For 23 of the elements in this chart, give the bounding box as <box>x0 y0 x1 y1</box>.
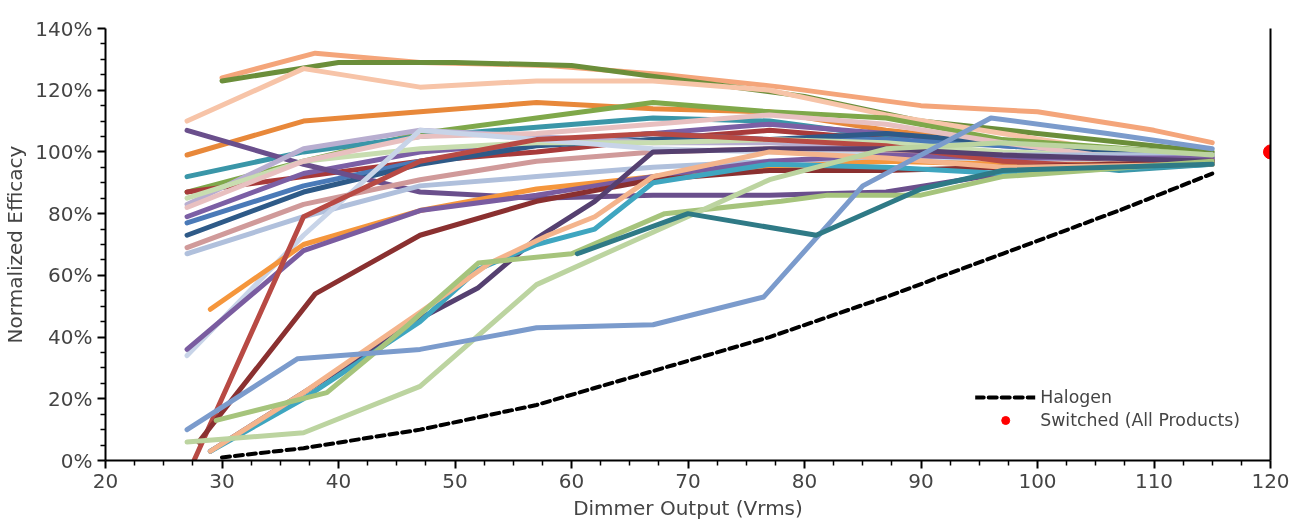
y-tick-label: 20% <box>48 386 93 411</box>
legend-label: Switched (All Products) <box>1040 410 1240 430</box>
x-tick-label: 50 <box>442 468 468 493</box>
y-tick-label: 40% <box>48 325 93 350</box>
x-tick-label: 80 <box>791 468 818 493</box>
legend-label: Halogen <box>1040 387 1112 407</box>
y-tick-label: 0% <box>60 448 93 473</box>
x-tick-label: 60 <box>558 468 585 493</box>
x-tick-label: 20 <box>92 468 119 493</box>
x-tick-label: 40 <box>325 468 352 493</box>
y-tick-label: 80% <box>48 201 93 226</box>
y-tick-label: 60% <box>48 263 93 288</box>
x-tick-label: 100 <box>1018 468 1057 493</box>
y-tick-label: 100% <box>35 139 93 164</box>
y-tick-label: 120% <box>35 78 93 103</box>
x-tick-label: 90 <box>908 468 934 493</box>
y-axis-title: Normalized Efficacy <box>3 145 28 344</box>
x-tick-label: 120 <box>1251 468 1290 493</box>
x-tick-label: 30 <box>209 468 235 493</box>
y-tick-label: 140% <box>35 16 93 41</box>
x-tick-label: 110 <box>1134 468 1174 493</box>
x-tick-label: 70 <box>675 468 701 493</box>
x-axis-title: Dimmer Output (Vrms) <box>573 495 803 520</box>
